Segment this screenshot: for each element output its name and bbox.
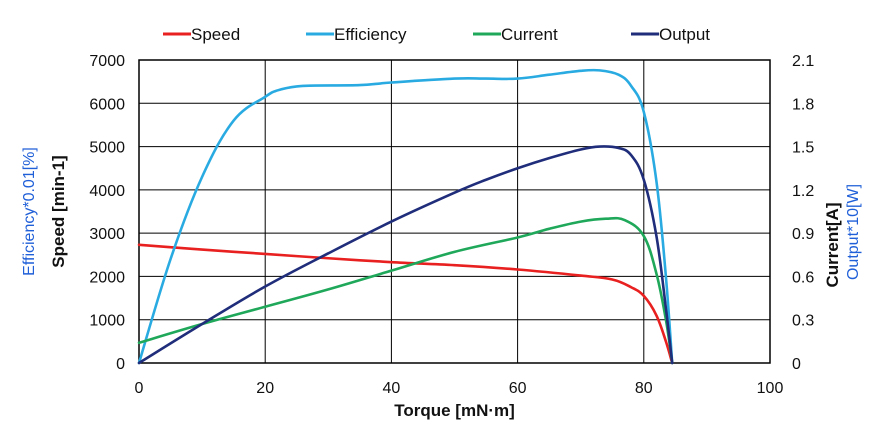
series-line-current xyxy=(137,216,674,365)
x-tick-label: 100 xyxy=(757,380,784,397)
y-right-tick-label: 0.3 xyxy=(792,313,814,330)
y-left-tick-label: 1000 xyxy=(89,313,125,330)
legend: Speed Efficiency Current Output xyxy=(163,25,710,44)
series-line-speed xyxy=(137,243,674,365)
series-line-efficiency xyxy=(137,68,674,365)
legend-label-current: Current xyxy=(501,25,558,44)
y-right-tick-label: 1.2 xyxy=(792,183,814,200)
x-tick-label: 20 xyxy=(256,380,274,397)
y-right-tick-label: 2.1 xyxy=(792,53,814,70)
legend-label-output: Output xyxy=(659,25,710,44)
y-left-tick-label: 0 xyxy=(116,356,125,373)
y-left-tick-label: 3000 xyxy=(89,226,125,243)
y-left-tick-label: 7000 xyxy=(89,53,125,70)
grid xyxy=(139,60,770,363)
legend-label-speed: Speed xyxy=(191,25,240,44)
x-tick-label: 80 xyxy=(635,380,653,397)
y-left-tick-label: 6000 xyxy=(89,96,125,113)
y-right-tick-label: 1.5 xyxy=(792,140,814,157)
y-right-tick-label: 0.9 xyxy=(792,226,814,243)
series-layer xyxy=(137,68,674,365)
y-left-tick-labels: 0 1000 2000 3000 4000 5000 6000 7000 xyxy=(89,53,125,373)
series-line-output xyxy=(137,145,674,365)
plot-frame xyxy=(138,59,771,364)
y-right-tick-label: 0.6 xyxy=(792,269,814,286)
y-left-tick-label: 2000 xyxy=(89,269,125,286)
x-axis-title: Torque [mN·m] xyxy=(394,401,515,420)
y-right-tick-label: 1.8 xyxy=(792,96,814,113)
y-right-tick-label: 0 xyxy=(792,356,801,373)
x-tick-label: 40 xyxy=(383,380,401,397)
y-right-primary-title: Current[A] xyxy=(823,203,842,288)
x-tick-label: 60 xyxy=(509,380,527,397)
x-tick-label: 0 xyxy=(135,380,144,397)
x-tick-labels: 0 20 40 60 80 100 xyxy=(135,380,784,397)
legend-label-efficiency: Efficiency xyxy=(334,25,407,44)
y-left-primary-title: Speed [min-1] xyxy=(49,155,68,267)
y-left-tick-label: 5000 xyxy=(89,140,125,157)
y-left-tick-label: 4000 xyxy=(89,183,125,200)
y-right-tick-labels: 0 0.3 0.6 0.9 1.2 1.5 1.8 2.1 xyxy=(792,53,814,373)
y-left-secondary-title: Efficiency*0.01[%] xyxy=(21,147,38,276)
y-right-secondary-title: Output*10[W] xyxy=(845,184,862,280)
